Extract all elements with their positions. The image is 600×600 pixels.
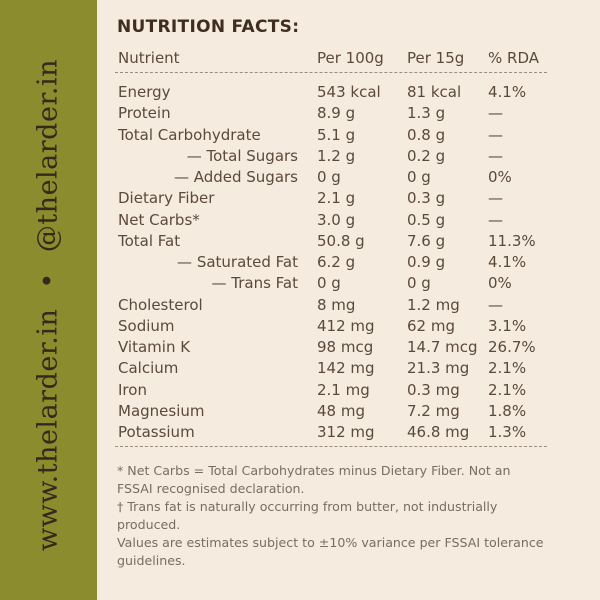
- per-15g-cell: 0.3 mg: [407, 380, 460, 399]
- nutrient-cell: — Saturated Fat: [177, 253, 298, 271]
- footnote: Values are estimates subject to ±10% var…: [117, 535, 544, 568]
- nutrient-cell: Calcium: [118, 359, 179, 378]
- rda-cell: 0%: [488, 274, 512, 293]
- nutrient-cell: Magnesium: [118, 401, 205, 420]
- per-100g-cell: 543 kcal: [317, 83, 381, 101]
- per-100g-cell: 412 mg: [317, 316, 375, 335]
- per-100g-cell: 6.2 g: [317, 253, 356, 271]
- nutrient-cell: Total Fat: [118, 231, 181, 250]
- nutrient-cell: Net Carbs*: [118, 210, 200, 229]
- header-cell: Per 15g: [407, 49, 465, 67]
- website: www.thelarder.in: [32, 308, 64, 551]
- rda-cell: 26.7%: [488, 338, 536, 356]
- per-15g-cell: 7.6 g: [407, 231, 446, 250]
- sidebar-text: www.thelarder.in • @thelarder.in: [33, 49, 64, 561]
- title: NUTRITION FACTS:: [117, 17, 300, 37]
- nutrient-cell: — Added Sugars: [173, 168, 298, 186]
- per-100g-cell: 50.8 g: [317, 231, 365, 250]
- per-100g-cell: 0 g: [317, 168, 341, 186]
- handle: @thelarder.in: [32, 59, 64, 253]
- nutrient-cell: Energy: [118, 83, 171, 101]
- separator: •: [32, 272, 64, 289]
- rda-cell: 4.1%: [488, 253, 527, 271]
- per-100g-cell: 312 mg: [317, 423, 375, 441]
- per-15g-cell: 46.8 mg: [407, 423, 470, 441]
- per-100g-cell: 2.1 g: [317, 189, 356, 208]
- per-15g-cell: 0.8 g: [407, 125, 446, 144]
- per-15g-cell: 0.3 g: [407, 189, 446, 208]
- rda-cell: 11.3%: [488, 231, 536, 250]
- per-15g-cell: 0.2 g: [407, 146, 446, 165]
- sidebar: www.thelarder.in • @thelarder.in: [0, 0, 97, 600]
- per-15g-cell: 0.9 g: [407, 253, 446, 271]
- nutrient-cell: Vitamin K: [118, 338, 191, 356]
- header-cell: Nutrient: [118, 49, 180, 67]
- rda-cell: —: [488, 295, 503, 314]
- nutrient-cell: Sodium: [118, 316, 175, 335]
- nutrient-cell: Potassium: [118, 423, 195, 441]
- nutrient-cell: Protein: [118, 104, 171, 123]
- rda-cell: 3.1%: [488, 316, 527, 335]
- rda-cell: —: [488, 210, 503, 229]
- per-15g-cell: 14.7 mcg: [407, 338, 478, 356]
- per-100g-cell: 142 mg: [317, 359, 375, 378]
- footer-rule: [115, 446, 547, 447]
- header-cell: Per 100g: [317, 49, 384, 67]
- footnote: * Net Carbs = Total Carbohydrates minus …: [117, 463, 511, 496]
- per-15g-cell: 7.2 mg: [407, 401, 460, 420]
- per-100g-cell: 3.0 g: [317, 210, 356, 229]
- rda-cell: —: [488, 146, 503, 165]
- per-15g-cell: 62 mg: [407, 316, 455, 335]
- per-15g-cell: 0.5 g: [407, 210, 446, 229]
- rda-cell: 1.8%: [488, 401, 527, 420]
- rda-cell: —: [488, 125, 503, 144]
- footnote: † Trans fat is naturally occurring from …: [117, 499, 498, 532]
- rda-cell: —: [488, 189, 503, 208]
- rda-cell: 1.3%: [488, 423, 527, 441]
- per-15g-cell: 21.3 mg: [407, 359, 470, 378]
- per-15g-cell: 0 g: [407, 274, 431, 293]
- per-15g-cell: 0 g: [407, 168, 431, 186]
- nutrient-cell: — Trans Fat: [211, 274, 299, 293]
- per-100g-cell: 48 mg: [317, 401, 365, 420]
- rda-cell: —: [488, 104, 503, 123]
- rda-cell: 2.1%: [488, 359, 527, 378]
- per-15g-cell: 1.3 g: [407, 104, 446, 123]
- nutrient-cell: — Total Sugars: [186, 146, 298, 165]
- per-100g-cell: 5.1 g: [317, 125, 356, 144]
- per-15g-cell: 1.2 mg: [407, 295, 460, 314]
- per-100g-cell: 2.1 mg: [317, 380, 370, 399]
- rda-cell: 0%: [488, 168, 512, 186]
- header-cell: % RDA: [488, 49, 539, 67]
- rda-cell: 4.1%: [488, 83, 527, 101]
- rda-cell: 2.1%: [488, 380, 527, 399]
- per-100g-cell: 8 mg: [317, 295, 356, 314]
- nutrient-cell: Dietary Fiber: [118, 189, 215, 208]
- per-100g-cell: 1.2 g: [317, 146, 356, 165]
- nutrient-cell: Iron: [118, 380, 147, 399]
- nutrient-cell: Total Carbohydrate: [118, 125, 261, 144]
- per-100g-cell: 8.9 g: [317, 104, 356, 123]
- header-rule: [115, 72, 547, 73]
- nutrient-cell: Cholesterol: [118, 295, 203, 314]
- per-15g-cell: 81 kcal: [407, 83, 462, 101]
- per-100g-cell: 0 g: [317, 274, 341, 293]
- per-100g-cell: 98 mcg: [317, 338, 374, 356]
- footnotes: * Net Carbs = Total Carbohydrates minus …: [117, 462, 547, 570]
